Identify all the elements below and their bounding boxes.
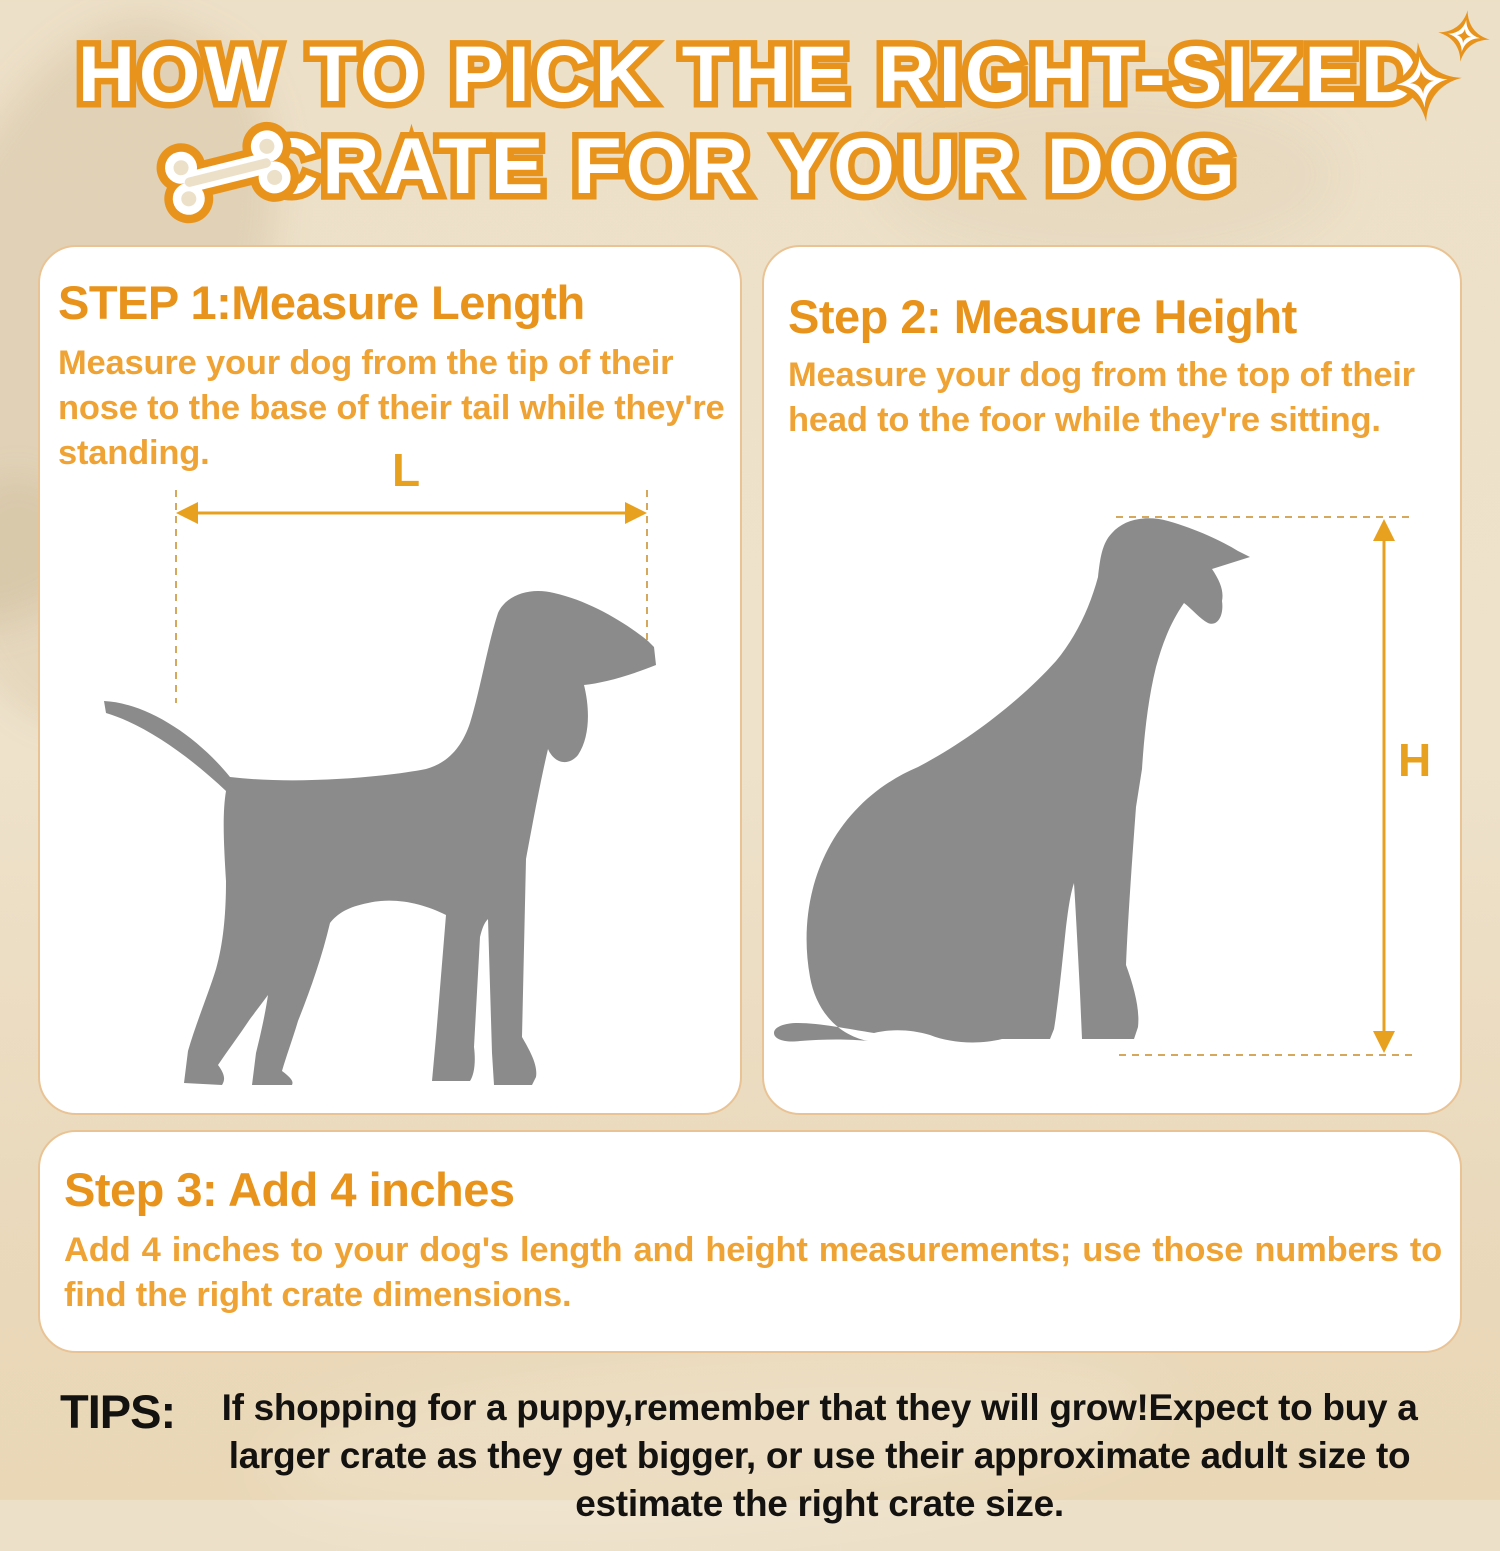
page-title-line2: CRATE FOR YOUR DOG CRATE FOR YOUR DOG <box>0 115 1500 217</box>
sitting-dog-silhouette <box>774 518 1250 1043</box>
step1-body: Measure your dog from the tip of their n… <box>58 344 725 472</box>
page-title-line1: HOW TO PICK THE RIGHT-SIZED HOW TO PICK … <box>0 23 1500 125</box>
arrowhead-left-icon <box>176 502 198 524</box>
tips-section: TIPS: If shopping for a puppy,remember t… <box>60 1384 1452 1528</box>
bone-icon <box>146 116 306 231</box>
bone-icon-svg <box>156 121 300 224</box>
page-title: HOW TO PICK THE RIGHT-SIZED HOW TO PICK … <box>0 23 1500 217</box>
title-line2-text: CRATE FOR YOUR DOG <box>261 121 1239 210</box>
sparkle-small <box>1434 6 1494 66</box>
step3-heading: Step 3: Add 4 inches <box>64 1163 515 1216</box>
arrowhead-down-icon <box>1373 1031 1395 1053</box>
tips-text: If shopping for a puppy,remember that th… <box>221 1387 1418 1525</box>
standing-dog-silhouette <box>104 591 656 1085</box>
step1-card: STEP 1:Measure Length Measure your dog f… <box>38 245 742 1115</box>
step2-body: Measure your dog from the top of their h… <box>788 356 1415 439</box>
bone-core <box>173 138 283 207</box>
step2-heading: Step 2: Measure Height <box>788 290 1297 343</box>
step3-body: Add 4 inches to your dog's length and he… <box>64 1231 1442 1314</box>
title-line1-outline: HOW TO PICK THE RIGHT-SIZED <box>71 23 1424 125</box>
sparkles-icon <box>1378 6 1494 126</box>
sitting-dog-body <box>774 518 1250 1043</box>
sparkle-large <box>1378 38 1466 126</box>
sparkles-icon-svg <box>1378 6 1494 126</box>
step2-card: Step 2: Measure Height Measure your dog … <box>762 245 1462 1115</box>
height-measure-label: H <box>1398 734 1432 786</box>
length-measure-label: L <box>392 444 421 496</box>
arrowhead-up-icon <box>1373 519 1395 541</box>
tips-label: TIPS: <box>60 1385 176 1438</box>
title-line1-text: HOW TO PICK THE RIGHT-SIZED <box>77 29 1423 118</box>
step1-heading: STEP 1:Measure Length <box>58 276 585 329</box>
title-line2-outline: CRATE FOR YOUR DOG <box>255 115 1242 217</box>
arrowhead-right-icon <box>625 502 647 524</box>
step3-card: Step 3: Add 4 inches Add 4 inches to you… <box>38 1130 1462 1353</box>
standing-dog-body <box>104 591 656 1085</box>
